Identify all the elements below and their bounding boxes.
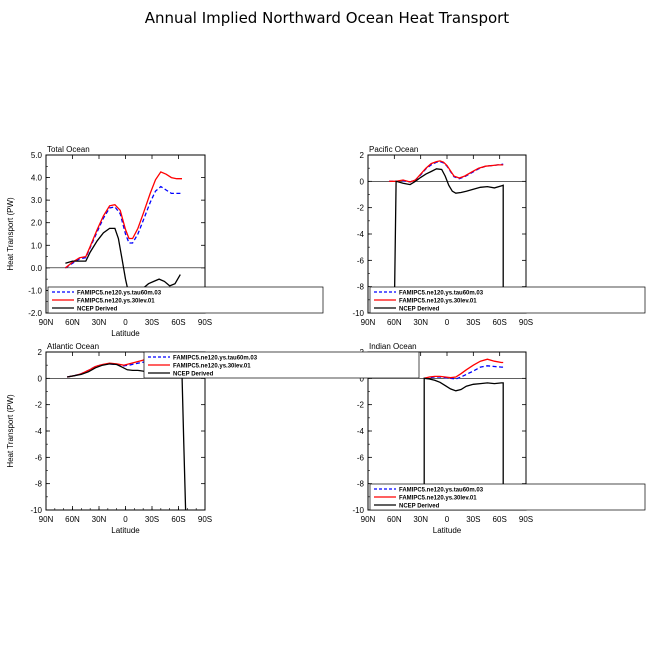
legend-label: FAMIPC5.ne120.ys.tau60m.03	[173, 356, 258, 362]
y-axis-label: Heat Transport (PW)	[6, 394, 15, 468]
y-tick-label: 0	[38, 374, 43, 383]
x-tick-label: 30N	[92, 318, 107, 327]
x-tick-label: 90N	[361, 515, 376, 524]
x-tick-label: 30S	[145, 318, 159, 327]
x-tick-label: 30N	[413, 318, 428, 327]
x-tick-label: 30S	[145, 515, 159, 524]
legend-label: FAMIPC5.ne120.ys.30lev.01	[173, 364, 251, 370]
legend-box	[47, 286, 324, 314]
x-tick-label: 60N	[387, 318, 402, 327]
panel-title: Indian Ocean	[369, 342, 417, 351]
y-tick-label: -8	[35, 480, 43, 489]
series-line-0	[65, 185, 182, 269]
y-tick-label: -6	[357, 453, 365, 462]
x-tick-label: 90S	[198, 318, 212, 327]
legend-box	[369, 483, 646, 511]
x-tick-label: 30S	[466, 318, 480, 327]
y-tick-label: 0	[360, 374, 365, 383]
legend-box	[369, 286, 646, 314]
x-tick-label: 60S	[493, 318, 507, 327]
legend-3: FAMIPC5.ne120.ys.tau60m.03 FAMIPC5.ne120.…	[369, 483, 646, 511]
y-tick-label: 2.0	[31, 219, 43, 228]
figure-title: Annual Implied Northward Ocean Heat Tran…	[145, 9, 510, 27]
y-tick-label: -4	[35, 427, 43, 436]
x-tick-label: 90N	[361, 318, 376, 327]
y-tick-label: 3.0	[31, 196, 43, 205]
x-tick-label: 60N	[387, 515, 402, 524]
panel-title: Pacific Ocean	[369, 145, 418, 154]
y-axis-label: Heat Transport (PW)	[6, 197, 15, 271]
x-tick-label: 60S	[171, 318, 185, 327]
series-line-2	[65, 227, 181, 298]
legend-label: NCEP Derived	[77, 307, 118, 313]
legend-label: FAMIPC5.ne120.ys.tau60m.03	[77, 291, 162, 297]
legend-2: FAMIPC5.ne120.ys.tau60m.03 FAMIPC5.ne120.…	[143, 351, 420, 379]
legend-label: FAMIPC5.ne120.ys.tau60m.03	[399, 291, 484, 297]
x-tick-label: 60N	[65, 318, 80, 327]
x-tick-label: 30N	[413, 515, 428, 524]
y-tick-label: 2	[38, 348, 43, 357]
y-tick-label: -2	[35, 401, 43, 410]
y-tick-label: -10	[352, 506, 364, 515]
legend-label: NCEP Derived	[173, 372, 214, 378]
x-axis-label: Latitude	[111, 526, 140, 535]
y-tick-label: -1.0	[28, 286, 42, 295]
y-tick-label: -4	[357, 427, 365, 436]
x-tick-label: 60S	[493, 515, 507, 524]
y-tick-label: -8	[357, 283, 365, 292]
x-tick-label: 0	[123, 515, 128, 524]
legend-label: NCEP Derived	[399, 504, 440, 510]
legend-label: FAMIPC5.ne120.ys.30lev.01	[399, 496, 477, 502]
series-line-1	[64, 171, 182, 269]
legend-0: FAMIPC5.ne120.ys.tau60m.03 FAMIPC5.ne120.…	[47, 286, 324, 314]
series-line-2	[67, 363, 187, 511]
x-tick-label: 0	[123, 318, 128, 327]
x-tick-label: 0	[445, 515, 450, 524]
y-tick-label: -6	[357, 256, 365, 265]
legend-box	[143, 351, 420, 379]
legend-label: FAMIPC5.ne120.ys.30lev.01	[77, 299, 155, 305]
y-tick-label: -4	[357, 230, 365, 239]
legend-label: FAMIPC5.ne120.ys.30lev.01	[399, 299, 477, 305]
series-line-1	[424, 358, 504, 379]
x-tick-label: 90S	[519, 515, 533, 524]
y-tick-label: -8	[357, 480, 365, 489]
y-tick-label: -10	[352, 309, 364, 318]
y-tick-label: -10	[30, 506, 42, 515]
y-tick-label: 1.0	[31, 241, 43, 250]
panel-title: Atlantic Ocean	[47, 342, 99, 351]
y-tick-label: 0.0	[31, 264, 43, 273]
legend-label: FAMIPC5.ne120.ys.tau60m.03	[399, 488, 484, 494]
x-tick-label: 30N	[92, 515, 107, 524]
y-tick-label: -6	[35, 453, 43, 462]
series-line-1	[389, 160, 504, 183]
x-tick-label: 90S	[519, 318, 533, 327]
y-tick-label: -2	[357, 401, 365, 410]
series-line-2	[423, 377, 504, 510]
x-tick-label: 60S	[171, 515, 185, 524]
chart-panel-1: 90N 60N 30N 0 30S 60S 90S -10 -8 -6 -4 -2 0 2 Pacific …	[352, 145, 533, 327]
x-tick-label: 0	[445, 318, 450, 327]
x-tick-label: 90N	[39, 318, 54, 327]
legend-label: NCEP Derived	[399, 307, 440, 313]
legend-1: FAMIPC5.ne120.ys.tau60m.03 FAMIPC5.ne120.…	[369, 286, 646, 314]
x-axis-label: Latitude	[111, 329, 140, 338]
y-tick-label: 5.0	[31, 151, 43, 160]
x-tick-label: 90S	[198, 515, 212, 524]
y-tick-label: 2	[360, 151, 365, 160]
y-tick-label: 4.0	[31, 174, 43, 183]
y-tick-label: -2	[357, 204, 365, 213]
panel-title: Total Ocean	[47, 145, 90, 154]
x-tick-label: 30S	[466, 515, 480, 524]
y-tick-label: -2.0	[28, 309, 42, 318]
chart-panel-0: 90N 60N 30N 0 30S 60S 90S -2.0 -1.0 0.0 1.0 2.0 3.0 4…	[6, 145, 212, 338]
series-line-2	[393, 168, 504, 314]
x-tick-label: 90N	[39, 515, 54, 524]
x-axis-label: Latitude	[433, 526, 462, 535]
x-tick-label: 60N	[65, 515, 80, 524]
y-tick-label: 0	[360, 177, 365, 186]
panels: 90N 60N 30N 0 30S 60S 90S -2.0 -1.0 0.0 1.0 2.0 3.0 4…	[6, 145, 646, 535]
